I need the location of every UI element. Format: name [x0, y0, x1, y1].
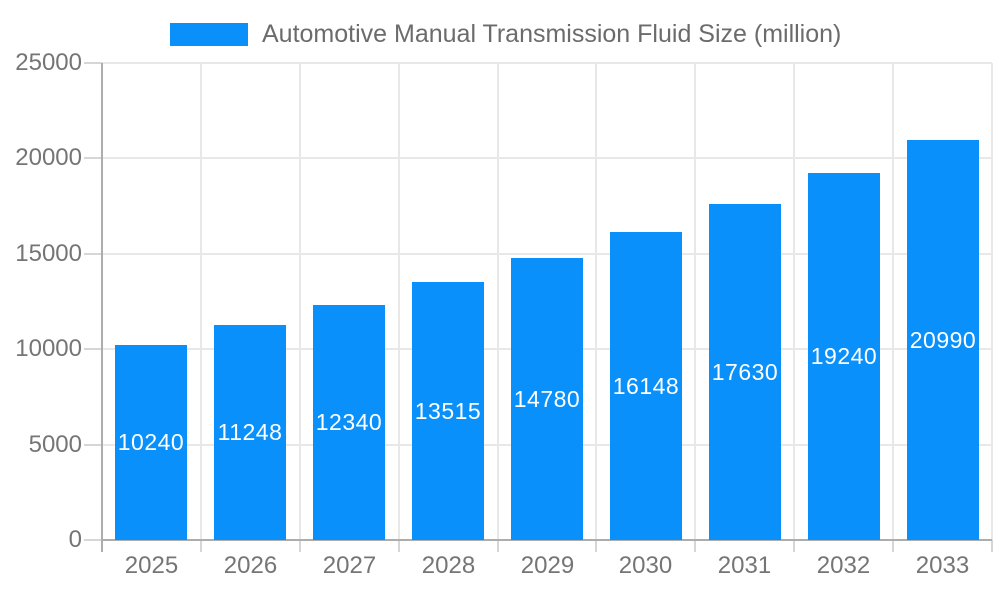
y-tick	[84, 539, 102, 541]
y-tick	[84, 443, 102, 446]
bar-value-label: 14780	[513, 385, 581, 412]
bar-value-label: 17630	[711, 358, 779, 385]
x-tick	[991, 540, 993, 552]
x-gridline	[793, 63, 796, 540]
x-tick	[793, 540, 796, 552]
y-tick	[84, 348, 102, 351]
x-tick-label-2033: 2033	[915, 552, 970, 579]
bar-value-label: 13515	[414, 397, 482, 424]
y-axis-line	[101, 63, 103, 540]
legend[interactable]: Automotive Manual Transmission Fluid Siz…	[170, 19, 841, 49]
bar-value-label: 12340	[315, 409, 383, 435]
y-gridline	[102, 252, 992, 255]
x-tick	[397, 540, 400, 552]
x-tick	[694, 540, 697, 552]
x-gridline	[496, 63, 499, 540]
x-tick	[298, 540, 301, 552]
bar-2030[interactable]: 16148	[610, 232, 682, 540]
y-tick-label: 15000	[15, 239, 82, 267]
x-tick-label-2030: 2030	[618, 552, 673, 579]
x-gridline	[397, 63, 400, 540]
x-gridline	[298, 63, 301, 540]
x-tick-label-2026: 2026	[223, 552, 278, 579]
x-tick	[199, 540, 202, 552]
y-tick-label: 20000	[15, 144, 82, 172]
x-tick	[101, 540, 103, 552]
legend-label: Automotive Manual Transmission Fluid Siz…	[262, 19, 842, 48]
bar-2029[interactable]: 14780	[511, 258, 583, 540]
x-gridline	[595, 63, 598, 540]
bar-value-label: 10240	[117, 429, 185, 455]
x-tick	[595, 540, 598, 552]
bar-value-label: 20990	[909, 326, 977, 353]
x-tick-label-2027: 2027	[322, 552, 377, 579]
y-tick	[84, 252, 102, 255]
legend-swatch	[170, 22, 248, 46]
x-tick-label-2025: 2025	[124, 552, 179, 579]
x-tick-label-2031: 2031	[717, 552, 772, 579]
x-axis-line	[101, 539, 992, 541]
bar-value-label: 16148	[612, 372, 680, 399]
y-tick-label: 0	[68, 526, 82, 553]
x-tick-label-2029: 2029	[520, 552, 575, 579]
y-tick-label: 25000	[15, 49, 82, 76]
bar-value-label: 11248	[217, 419, 283, 445]
y-gridline	[102, 157, 992, 160]
x-tick	[496, 540, 499, 552]
x-tick	[892, 540, 895, 552]
bar-2025[interactable]: 10240	[115, 345, 187, 540]
y-gridline	[102, 62, 992, 64]
x-gridline	[991, 63, 993, 540]
x-gridline	[694, 63, 697, 540]
x-tick-label-2028: 2028	[421, 552, 476, 579]
y-tick-label: 10000	[15, 335, 82, 363]
x-gridline	[199, 63, 202, 540]
x-tick-label-2032: 2032	[816, 552, 871, 579]
y-tick-label: 5000	[28, 430, 82, 458]
bar-2031[interactable]: 17630	[709, 204, 781, 540]
bar-2028[interactable]: 13515	[412, 282, 484, 540]
bar-value-label: 19240	[810, 343, 878, 369]
bar-2033[interactable]: 20990	[907, 140, 979, 540]
y-tick	[84, 157, 102, 160]
bar-2027[interactable]: 12340	[313, 305, 385, 540]
bar-2032[interactable]: 19240	[808, 173, 880, 540]
x-gridline	[892, 63, 895, 540]
bar-2026[interactable]: 11248	[214, 325, 286, 540]
y-tick	[84, 62, 102, 64]
